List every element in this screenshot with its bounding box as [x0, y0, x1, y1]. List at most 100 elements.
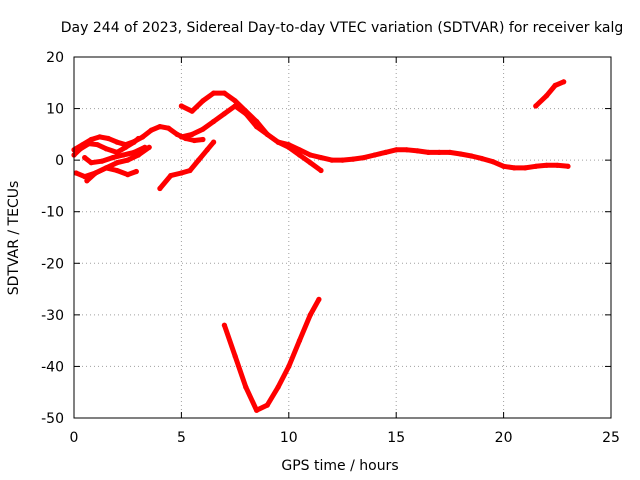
data-point — [318, 155, 324, 161]
chart-title: Day 244 of 2023, Sidereal Day-to-day VTE… — [61, 20, 623, 36]
data-point — [307, 160, 313, 166]
data-point — [131, 139, 137, 145]
data-point — [103, 165, 109, 171]
data-point — [196, 157, 202, 163]
data-point — [243, 111, 249, 117]
data-point — [200, 136, 206, 143]
data-point — [146, 144, 152, 150]
data-point — [232, 353, 238, 359]
x-axis-label: GPS time / hours — [281, 458, 398, 474]
data-point — [84, 178, 90, 184]
data-point — [232, 103, 238, 109]
data-point — [133, 168, 139, 175]
data-point — [77, 146, 83, 152]
data-point — [221, 111, 227, 117]
grid-lines — [74, 57, 611, 418]
data-point — [533, 163, 539, 169]
data-point — [286, 363, 292, 369]
data-point — [86, 141, 92, 147]
data-point — [490, 159, 496, 165]
data-point — [254, 407, 260, 413]
data-point — [73, 170, 79, 176]
data-point — [140, 134, 146, 140]
data-point — [88, 160, 94, 166]
data-point — [350, 156, 356, 162]
data-point — [114, 160, 120, 166]
data-point — [88, 136, 94, 143]
y-tick-label: 0 — [55, 153, 64, 169]
data-point — [544, 93, 550, 99]
y-axis-label: SDTVAR / TECUs — [6, 181, 22, 296]
data-point — [204, 147, 210, 153]
data-point — [393, 147, 399, 153]
data-point — [211, 90, 217, 96]
data-point — [436, 149, 442, 155]
data-point — [92, 170, 99, 176]
data-point — [174, 131, 180, 137]
data-point — [178, 134, 184, 140]
data-point — [142, 144, 148, 150]
data-point — [307, 312, 313, 318]
data-point — [275, 139, 281, 145]
x-tick-label: 20 — [495, 430, 513, 446]
y-tick-label: -10 — [41, 205, 64, 221]
data-point — [316, 296, 322, 302]
data-point — [286, 144, 292, 150]
data-point — [339, 157, 346, 163]
data-point — [468, 153, 474, 159]
data-point — [114, 139, 120, 145]
data-point — [200, 126, 206, 132]
data-point — [125, 172, 131, 178]
x-tick-label: 5 — [177, 430, 186, 446]
data-point — [254, 124, 260, 130]
x-tick-label: 10 — [280, 430, 298, 446]
y-tick-label: 20 — [46, 50, 64, 66]
data-point — [264, 131, 270, 137]
data-point — [554, 162, 560, 168]
data-point — [415, 148, 421, 154]
data-point — [296, 338, 303, 344]
data-point — [404, 147, 410, 153]
data-point — [447, 149, 453, 155]
data-point — [82, 155, 88, 161]
data-point — [501, 163, 507, 169]
data-point — [168, 173, 174, 179]
data-point — [296, 152, 303, 158]
data-point — [114, 167, 120, 174]
data-point — [120, 152, 126, 158]
data-point — [148, 127, 154, 133]
data-point — [99, 158, 105, 164]
series-arc-9 — [221, 296, 322, 413]
x-tick-label: 15 — [387, 430, 405, 446]
data-point — [221, 90, 227, 96]
data-point — [221, 322, 227, 328]
data-point — [97, 134, 103, 140]
data-series — [71, 79, 571, 413]
data-point — [264, 402, 270, 408]
data-point — [318, 167, 324, 174]
data-point — [544, 162, 550, 168]
data-point — [157, 185, 163, 192]
y-tick-label: -20 — [41, 256, 64, 272]
data-point — [123, 144, 129, 150]
data-point — [131, 149, 137, 155]
y-tick-label: -50 — [41, 411, 64, 427]
data-point — [178, 103, 184, 109]
data-point — [82, 174, 88, 180]
plot-frame — [73, 56, 612, 419]
data-point — [243, 384, 249, 390]
data-point — [189, 108, 195, 114]
data-point — [189, 131, 195, 137]
data-point — [211, 118, 217, 125]
data-point — [307, 152, 313, 158]
data-point — [211, 139, 217, 145]
data-point — [479, 156, 485, 162]
data-point — [458, 151, 464, 157]
data-point — [361, 155, 367, 161]
data-point — [110, 155, 116, 161]
data-point — [329, 157, 335, 163]
data-point — [533, 103, 539, 109]
axis-ticks: 0 5 10 15 20 25 20 10 0 -10 -20 -30 -40 -50 — [41, 50, 620, 446]
data-point — [157, 124, 163, 130]
